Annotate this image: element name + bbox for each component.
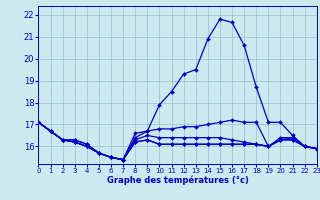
X-axis label: Graphe des températures (°c): Graphe des températures (°c) (107, 176, 249, 185)
